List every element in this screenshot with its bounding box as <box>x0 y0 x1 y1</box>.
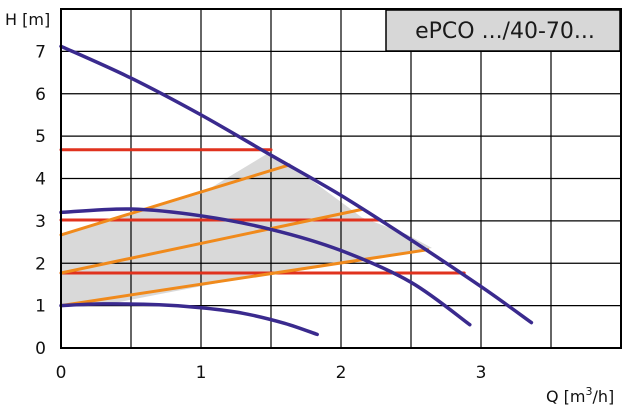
max-curve-line <box>59 44 534 325</box>
min-curve-line <box>59 302 319 337</box>
plot-frame <box>60 8 622 349</box>
title-box-background <box>385 9 621 52</box>
proportional-pressure-line <box>59 207 364 275</box>
x-tick-label: 1 <box>196 363 207 383</box>
chart-title: ePCO .../40-70... <box>415 19 595 44</box>
y-tick-label: 4 <box>35 170 46 190</box>
y-axis-label: H [m] <box>5 10 50 29</box>
x-tick-label: 0 <box>56 363 67 383</box>
x-axis-label-end: /h] <box>593 387 615 406</box>
operating-area-layer <box>61 153 432 306</box>
x-axis-label-start: Q [m <box>546 387 586 406</box>
x-axis-label-superscript: 3 <box>586 385 593 398</box>
proportional-pressure-line <box>59 163 291 237</box>
x-tick-label: 2 <box>336 363 347 383</box>
mid-curve-line <box>59 207 472 327</box>
operating-area <box>61 153 432 306</box>
y-tick-label: 2 <box>35 254 46 274</box>
y-tick-label: 1 <box>35 297 46 317</box>
title-box: ePCO .../40-70... <box>385 9 621 52</box>
grid-layer <box>61 9 621 348</box>
y-tick-label: 7 <box>35 42 46 62</box>
tick-label-layer: 0 1 2 3 0 1 2 3 4 5 6 7 <box>35 42 486 383</box>
y-tick-label: 3 <box>35 212 46 232</box>
series-layer <box>59 44 534 337</box>
x-tick-label: 3 <box>476 363 487 383</box>
y-tick-label: 6 <box>35 85 46 105</box>
y-tick-label: 0 <box>35 339 46 359</box>
x-axis-label: Q [m3/h] <box>546 385 614 406</box>
y-tick-label: 5 <box>35 127 46 147</box>
